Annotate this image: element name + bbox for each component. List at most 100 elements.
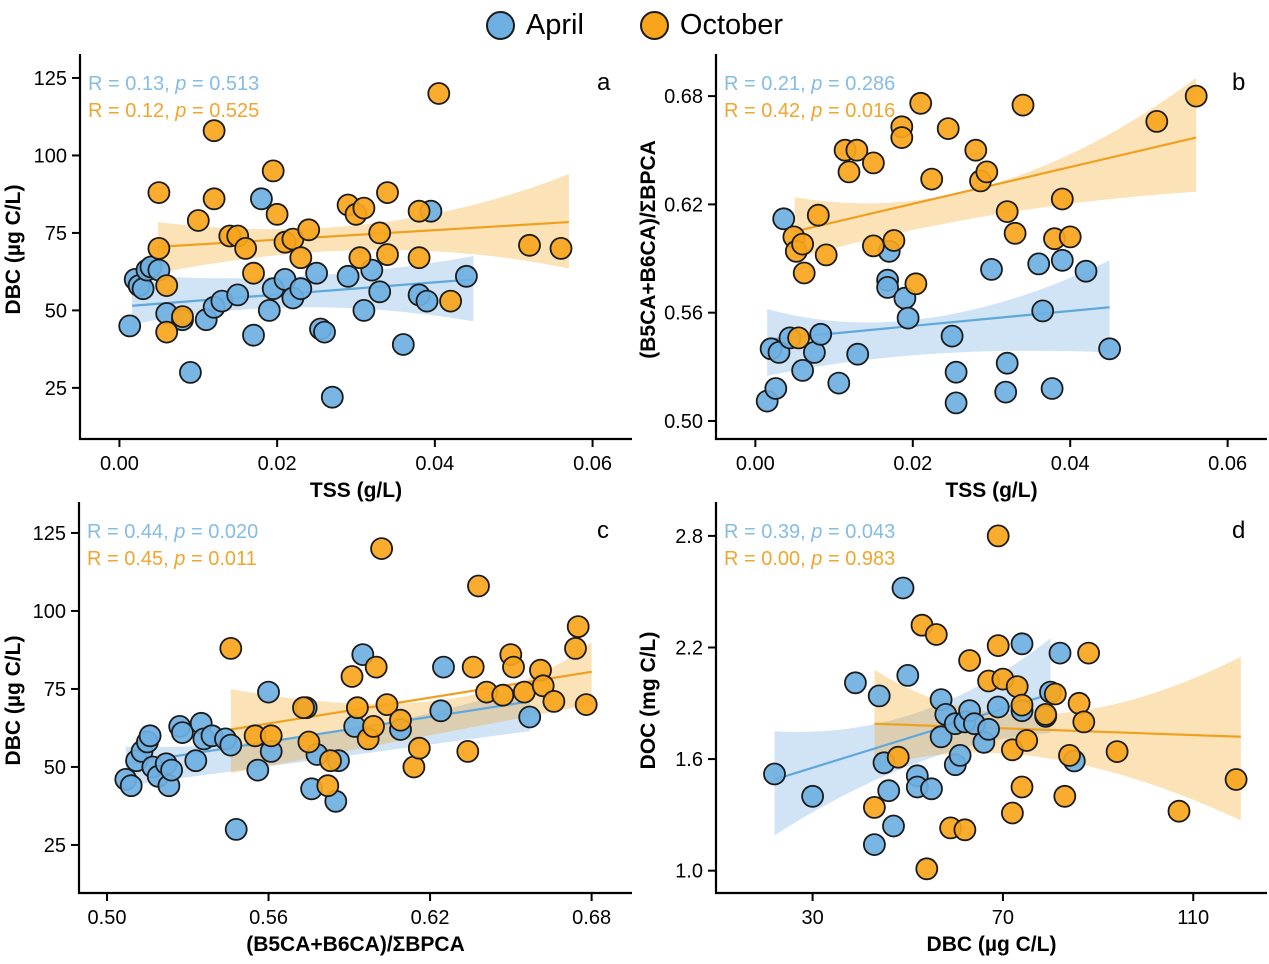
october-data-point xyxy=(147,181,171,205)
october-data-point xyxy=(427,82,451,105)
april-marker-icon xyxy=(485,10,515,40)
october-data-point xyxy=(542,689,566,713)
october-data-point xyxy=(1010,693,1034,717)
october-data-point xyxy=(147,236,171,260)
october-data-point xyxy=(439,289,463,313)
april-data-point xyxy=(876,275,900,299)
october-data-point xyxy=(909,91,933,115)
legend-item-october: October xyxy=(639,9,783,42)
october-data-point xyxy=(861,234,885,258)
april-data-point xyxy=(980,257,1003,281)
october-data-point xyxy=(837,160,861,184)
october-data-point xyxy=(352,196,376,220)
april-data-point xyxy=(882,814,905,838)
october-data-point xyxy=(924,623,948,646)
x-tick-label: 0.04 xyxy=(1051,453,1090,475)
legend-item-april: April xyxy=(485,9,584,42)
april-data-point xyxy=(219,733,243,757)
october-data-point xyxy=(549,236,573,260)
y-tick-label: 75 xyxy=(45,223,67,245)
april-data-point xyxy=(891,576,915,600)
april-data-point xyxy=(1031,299,1055,323)
october-data-point xyxy=(574,693,598,717)
april-data-point xyxy=(242,323,265,347)
october-confidence-band xyxy=(794,78,1197,259)
april-data-point xyxy=(764,377,788,400)
april-data-point xyxy=(160,758,184,782)
april-data-point xyxy=(994,380,1018,404)
scatter-panel-a: 0.00 0.02 0.04 0.06 25 50 75 100 125 TSS (g/L) DBC… xyxy=(2,54,632,502)
october-trend-line xyxy=(874,722,1241,738)
april-data-point xyxy=(995,351,1019,375)
october-data-point xyxy=(1053,784,1077,808)
x-axis-title: TSS (g/L) xyxy=(310,479,402,502)
october-data-point xyxy=(915,857,939,881)
x-axis-title: (B5CA+B6CA)/ΣBPCA xyxy=(246,933,465,956)
october-data-point xyxy=(362,714,385,738)
october-data-point xyxy=(792,261,816,285)
october-data-point xyxy=(861,151,885,175)
april-data-point xyxy=(827,371,851,395)
stats-annotation-april: R = 0.44, p = 0.020 xyxy=(87,521,258,543)
april-data-point xyxy=(944,391,968,415)
october-data-point xyxy=(1015,729,1039,752)
october-data-point xyxy=(1000,801,1024,825)
y-tick-label: 25 xyxy=(45,378,67,400)
october-data-point xyxy=(1058,225,1082,249)
x-tick-label: 110 xyxy=(1177,907,1209,929)
october-data-point xyxy=(531,674,555,698)
october-data-point xyxy=(297,218,321,242)
october-trend-line xyxy=(794,136,1197,233)
y-axis-title: DBC (µg C/L) xyxy=(2,636,25,766)
october-data-point xyxy=(491,683,515,707)
stats-annotation-april: R = 0.13, p = 0.513 xyxy=(88,73,259,95)
october-data-point xyxy=(904,272,928,296)
y-tick-label: 0.62 xyxy=(664,194,703,216)
october-data-point xyxy=(340,665,364,688)
october-data-point xyxy=(370,537,394,560)
october-data-point xyxy=(261,159,285,183)
april-data-point xyxy=(1027,252,1051,276)
october-data-point xyxy=(975,160,999,184)
april-data-point xyxy=(352,298,376,322)
panel-letter: d xyxy=(1232,517,1245,544)
april-data-point xyxy=(809,322,833,346)
october-data-point xyxy=(986,634,1010,658)
april-data-point xyxy=(944,360,968,384)
y-tick-label: 0.50 xyxy=(664,411,703,433)
april-confidence-band xyxy=(125,685,530,786)
october-data-point xyxy=(1034,702,1058,726)
april-data-point xyxy=(791,358,815,382)
october-data-point xyxy=(461,655,485,679)
stats-annotation-october: R = 0.42, p = 0.016 xyxy=(724,100,895,122)
panel-letter: c xyxy=(597,517,609,544)
scatter-panel-c: 0.50 0.56 0.62 0.68 25 50 75 100 125 (B5CA+B6CA)/… xyxy=(2,502,632,956)
october-data-point xyxy=(1184,84,1208,108)
october-data-point xyxy=(1167,799,1191,823)
october-data-point xyxy=(202,187,226,211)
april-data-point xyxy=(178,360,202,384)
october-data-point xyxy=(1058,743,1081,767)
october-data-point xyxy=(376,181,399,205)
october-data-point xyxy=(814,243,838,267)
y-tick-label: 50 xyxy=(45,300,67,322)
x-tick-label: 0.06 xyxy=(1208,453,1247,475)
october-data-point xyxy=(1010,775,1034,799)
october-data-point xyxy=(1145,110,1169,133)
october-data-point xyxy=(319,749,342,773)
y-axis-title: DBC (µg C/L) xyxy=(2,185,25,315)
october-data-point xyxy=(936,117,960,140)
april-data-point xyxy=(862,833,886,857)
april-data-point xyxy=(454,264,478,288)
october-data-point xyxy=(518,233,541,257)
y-tick-label: 2.2 xyxy=(675,637,703,659)
october-data-point xyxy=(155,320,179,344)
stats-annotation-october: R = 0.45, p = 0.011 xyxy=(87,548,257,570)
april-data-point xyxy=(986,695,1010,719)
y-tick-label: 25 xyxy=(44,835,66,857)
october-data-point xyxy=(806,203,830,227)
y-tick-label: 0.68 xyxy=(664,86,703,108)
april-data-point xyxy=(368,280,392,304)
october-data-point xyxy=(787,326,811,350)
panel-letter: a xyxy=(597,69,611,96)
